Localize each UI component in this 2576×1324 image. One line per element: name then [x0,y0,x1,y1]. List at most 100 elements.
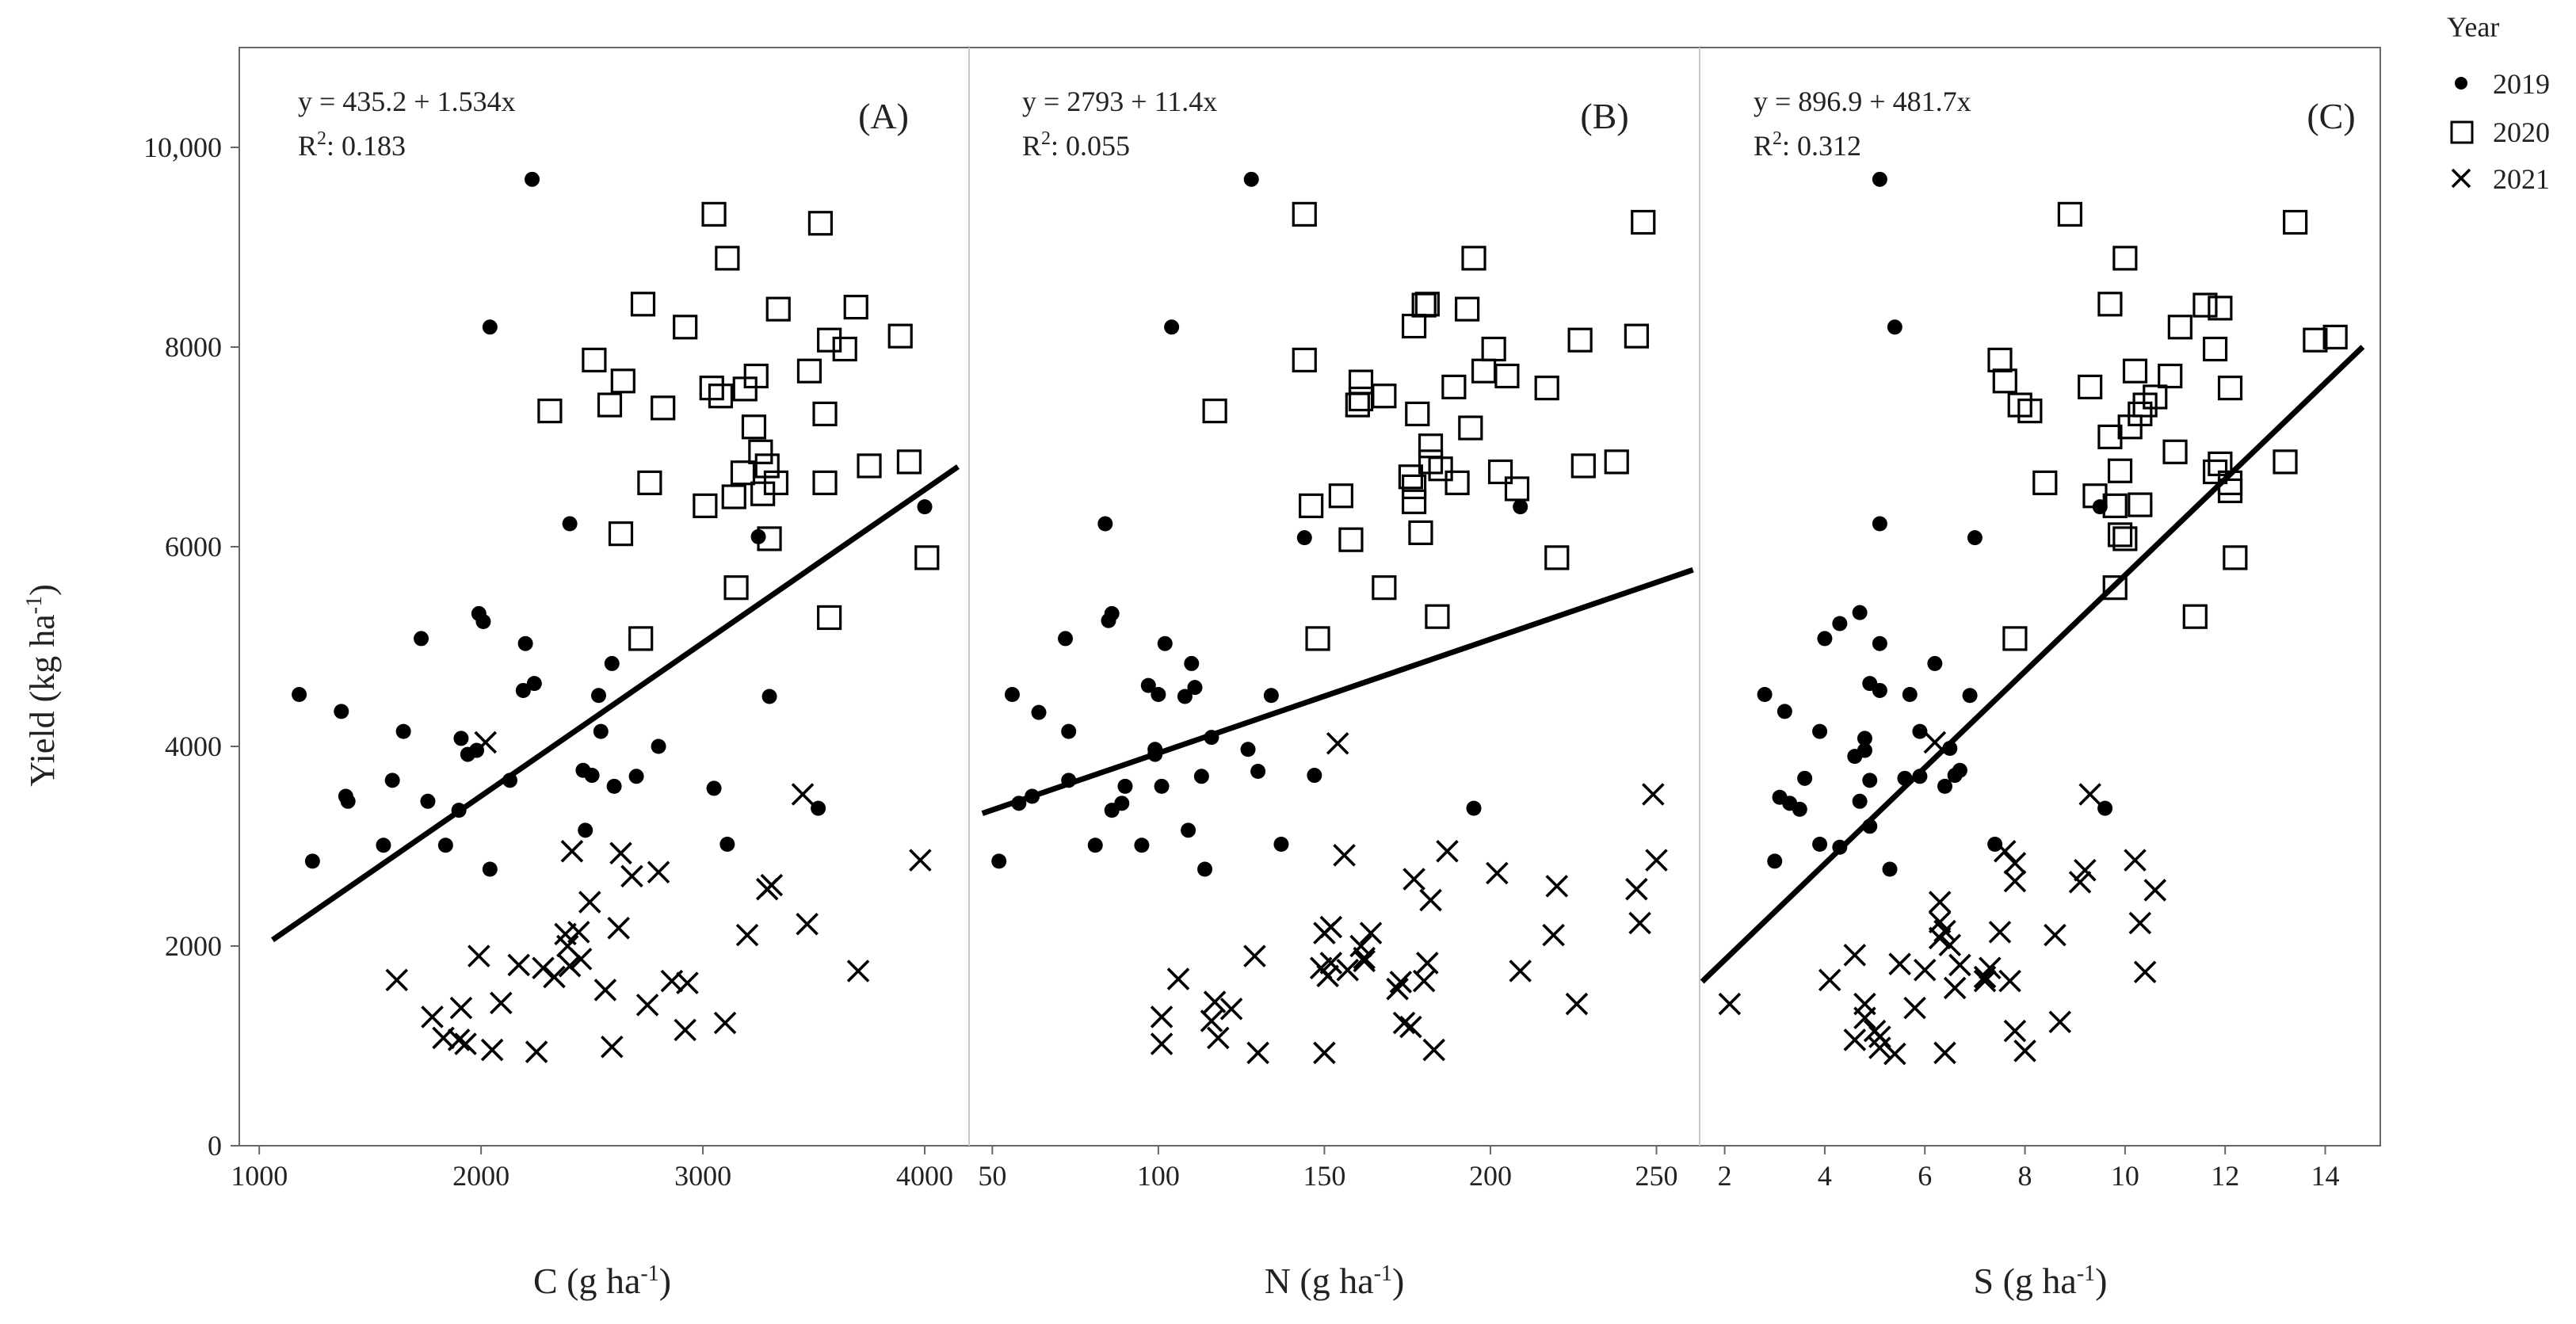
panel-a-point-2019 [525,171,540,187]
panel-c-point-2020 [2158,363,2183,389]
panel-b-point-2020 [1372,383,1397,409]
panel-b-point-2021 [1207,1026,1230,1050]
panel-c-point-2020 [2143,384,2168,410]
panel-c-point-2020 [2097,292,2123,317]
panel-a-point-2019 [515,682,531,698]
panel-b-point-2019 [1031,704,1047,720]
panel-b-x-tick-label: 150 [1303,1160,1345,1192]
y-axis-title-sup: -1 [22,596,47,614]
panel-a-point-2019 [376,838,391,853]
panel-c-fit-line [1700,345,2365,984]
panel-a-point-2020 [582,347,607,372]
panel-b-point-2021 [1353,949,1376,973]
panel-c-point-2020 [2017,399,2043,424]
panel-b-r2-label: R [1022,130,1041,162]
panel-c-x-tick-label: 6 [1918,1160,1932,1192]
panel-a: 1000 2000 3000 4000 y = 435.2 + 1.534x R2: … [231,86,960,1301]
panel-a-point-2020 [699,376,724,401]
panel-c-x-tick-label: 4 [1818,1160,1832,1192]
panel-c-point-2021 [2068,871,2092,894]
panel-b-x-title-tail: ) [1392,1261,1404,1301]
panel-b-point-2021 [1246,1041,1269,1065]
panel-c-point-2021 [1933,919,1956,943]
panel-a-point-2021 [674,1018,696,1042]
panel-c-point-2020 [2032,470,2058,495]
panel-b-point-2021 [1333,844,1356,867]
legend: Year 2019 2020 2021 [2447,11,2550,195]
panel-a-point-2020 [673,315,698,340]
legend-label-2019: 2019 [2493,68,2550,100]
panel-a-point-2019 [584,768,600,784]
panel-b-point-2021 [1150,1005,1174,1028]
y-axis-title-tail: ) [23,584,62,596]
panel-c-point-2021 [2074,858,2097,882]
panel-a-point-2019 [562,516,578,532]
panel-c-point-2021 [2078,783,2101,806]
panel-c-point-2021 [1888,952,1911,975]
panel-a-point-2021 [796,913,819,936]
panel-a-point-2021 [543,965,566,989]
panel-b-point-2021 [1392,1011,1416,1035]
panel-a-point-2019 [292,686,307,702]
panel-c-point-2019 [1852,605,1868,620]
panel-a-point-2019 [706,780,722,796]
panel-c-point-2019 [1882,861,1898,877]
panel-c-point-2020 [2303,327,2328,353]
panel-a-point-2019 [340,793,356,809]
panel-b-point-2019 [1087,838,1103,853]
panel-c-point-2019 [1832,616,1848,631]
panel-b-point-2019 [1250,764,1266,779]
panel-a-point-2019 [395,723,411,739]
panel-b-point-2019 [1114,796,1130,811]
panel-c-point-2020 [2167,315,2192,340]
panel-b-point-2021 [1166,967,1190,990]
panel-b-point-2021 [1336,958,1360,982]
panel-b-r2-sup: 2 [1041,128,1051,149]
panel-b-point-2020 [1455,296,1480,322]
panel-b-point-2020 [1631,209,1656,235]
panel-a-point-2019 [578,822,593,838]
legend-marker-2020 [2450,120,2474,144]
panel-c-point-2020 [1992,368,2017,394]
panel-b-point-2020 [1624,323,1649,349]
panel-b-point-2019 [1177,689,1193,704]
panel-c-point-2021 [2133,960,2157,984]
panel-a-point-2020 [832,336,857,362]
panel-b-point-2021 [1628,911,1651,935]
panel-c-point-2020 [2217,376,2243,401]
panel-b-point-2019 [1193,769,1209,784]
panel-b-point-2019 [1134,838,1150,853]
panel-a-point-2021 [647,860,670,884]
panel-b-point-2019 [1197,861,1213,877]
panel-a-point-2021 [490,991,513,1015]
panel-b-point-2019 [1263,688,1279,704]
panel-a-point-2020 [796,358,822,383]
panel-b-point-2019 [1307,768,1322,784]
panel-a-point-2021 [532,956,555,979]
panel-b-point-2020 [1461,246,1486,271]
panel-c-x-tick-label: 10 [2111,1160,2139,1192]
panel-a-point-2020 [763,470,789,495]
panel-b-point-2019 [1061,723,1077,739]
panel-c-point-2021 [1718,992,1742,1016]
panel-b-point-2020 [1534,376,1559,401]
panel-b-point-2019 [1151,686,1166,702]
panel-c-x-ticks: 2 4 6 8 10 12 14 [1718,1146,2340,1192]
panel-c-point-2020 [2217,478,2243,504]
panel-c-point-2020 [2102,575,2128,601]
panel-a-point-2019 [384,773,400,788]
y-tick-label: 4000 [165,731,222,762]
panel-c-point-2021 [2003,852,2027,875]
panel-b-point-2019 [1513,499,1528,515]
panel-b-point-2020 [1408,520,1433,545]
panel-a-point-2020 [730,460,756,486]
panel-b-point-2021 [1200,1009,1223,1032]
panel-c-points [1718,171,2348,1066]
panel-b-point-2019 [1157,635,1173,651]
panel-a-point-2020 [812,401,838,427]
panel-c-point-2020 [2182,604,2208,629]
panel-b-point-2019 [991,853,1007,869]
panel-a-point-2019 [651,738,666,754]
panel-a-point-2020 [701,201,727,227]
panel-b-point-2019 [1466,800,1482,816]
